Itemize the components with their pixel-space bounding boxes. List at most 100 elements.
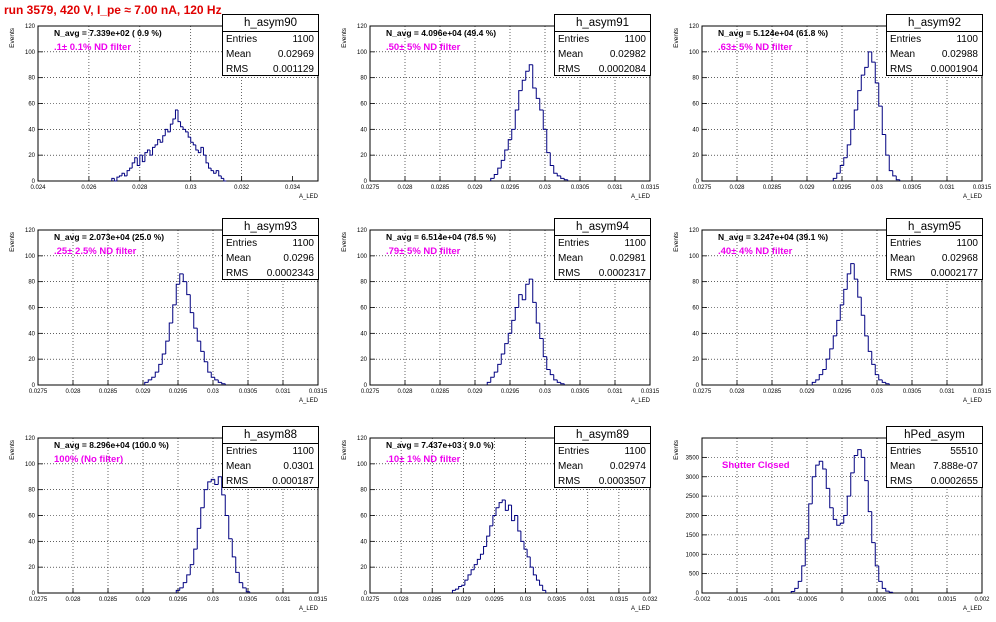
stats-box: h_asym94 Entries 1100 Mean 0.02981 RMS 0.00023… bbox=[554, 218, 651, 280]
histogram-bin bbox=[542, 338, 547, 358]
x-tick-label: 0.031 bbox=[275, 389, 291, 395]
histogram-bin bbox=[224, 494, 229, 516]
histogram-bin bbox=[542, 109, 547, 130]
histogram-bin bbox=[846, 273, 851, 290]
histogram-bin bbox=[131, 162, 135, 169]
y-tick-label: 0 bbox=[32, 179, 36, 185]
histogram-bin bbox=[245, 587, 250, 593]
y-axis-label: Events bbox=[9, 27, 16, 48]
histogram-bin bbox=[507, 139, 512, 150]
x-tick-label: 0.03 bbox=[185, 185, 197, 191]
stats-value-entries: 1100 bbox=[624, 34, 646, 45]
y-tick-label: 100 bbox=[357, 254, 368, 260]
histogram-bin bbox=[885, 134, 890, 156]
stats-row-entries: Entries 1100 bbox=[555, 32, 650, 47]
x-tick-label: 0.0315 bbox=[973, 185, 992, 191]
histogram-bin bbox=[860, 297, 865, 316]
histogram-bin bbox=[483, 546, 487, 555]
x-tick-label: 0.0315 bbox=[309, 389, 328, 395]
x-tick-label: 0.0305 bbox=[547, 597, 566, 603]
histogram-bin bbox=[203, 351, 208, 363]
histogram-bin bbox=[162, 135, 166, 143]
x-tick-label: 0.0285 bbox=[763, 389, 782, 395]
histogram-bin bbox=[187, 131, 191, 138]
histogram-bin bbox=[479, 553, 484, 560]
histogram-bin bbox=[546, 129, 551, 154]
y-axis-label: Events bbox=[673, 27, 680, 48]
histogram-bin bbox=[210, 168, 214, 172]
histogram-bin bbox=[136, 157, 140, 166]
histogram-bin bbox=[461, 584, 465, 587]
stats-row-mean: Mean 7.888e-07 bbox=[887, 459, 982, 474]
histogram-bin bbox=[885, 382, 890, 385]
histogram-bin bbox=[525, 70, 530, 81]
histogram-bin bbox=[168, 322, 173, 342]
histogram-bin bbox=[511, 505, 515, 522]
histogram-bin bbox=[124, 173, 128, 177]
histogram-bin bbox=[514, 515, 518, 521]
stats-label-mean: Mean bbox=[226, 49, 252, 60]
stats-box: h_asym92 Entries 1100 Mean 0.02988 RMS 0.00019… bbox=[886, 14, 983, 76]
x-axis-label: A_LED bbox=[963, 194, 983, 200]
x-tick-label: 0.028 bbox=[65, 597, 81, 603]
histogram-bin bbox=[231, 538, 236, 558]
histogram-bin bbox=[238, 572, 243, 584]
y-tick-label: 80 bbox=[360, 280, 367, 286]
histogram-bin bbox=[197, 150, 201, 154]
histogram-bin bbox=[182, 582, 187, 588]
filter-label: Shutter Closed bbox=[722, 460, 790, 471]
histogram-bin bbox=[549, 152, 554, 166]
histogram-bin bbox=[514, 307, 519, 321]
x-tick-label: 0.0315 bbox=[973, 389, 992, 395]
x-tick-label: 0.0295 bbox=[833, 185, 852, 191]
x-tick-label: 0.03 bbox=[207, 389, 219, 395]
stats-label-rms: RMS bbox=[890, 476, 913, 487]
stats-row-mean: Mean 0.02981 bbox=[555, 251, 650, 266]
histogram-bin bbox=[871, 351, 876, 365]
y-tick-label: 20 bbox=[28, 565, 35, 571]
histogram-bin bbox=[175, 283, 180, 305]
histogram-bin bbox=[526, 549, 531, 558]
histogram-bin bbox=[857, 279, 862, 298]
stats-label-rms: RMS bbox=[890, 268, 913, 279]
filter-label: .40± 4% ND filter bbox=[718, 246, 793, 257]
histogram-bin bbox=[220, 175, 224, 179]
histogram-bin bbox=[560, 382, 565, 385]
histogram-bin bbox=[518, 294, 523, 308]
x-tick-label: 0.0285 bbox=[423, 597, 442, 603]
histogram-bin bbox=[549, 369, 554, 376]
histogram-bin bbox=[511, 128, 516, 140]
histogram-bin bbox=[525, 283, 530, 300]
histogram-bin bbox=[518, 90, 523, 110]
histogram-bin bbox=[455, 588, 459, 591]
histogram-svg: 0.0275 0.028 0.0285 0.029 0.0295 0.03 0.0305 0.… bbox=[341, 436, 658, 612]
histogram-bin bbox=[113, 178, 117, 182]
x-axis-label: A_LED bbox=[631, 194, 651, 200]
stats-value-rms: 0.000187 bbox=[272, 476, 314, 487]
y-tick-label: 80 bbox=[692, 280, 699, 286]
histogram-bin bbox=[881, 106, 886, 135]
histogram-panel: 0.0275 0.028 0.0285 0.029 0.0295 0.03 0.0305 0.… bbox=[664, 14, 994, 200]
y-tick-label: 40 bbox=[360, 331, 367, 337]
y-tick-label: 120 bbox=[689, 24, 700, 30]
stats-value-mean: 0.02982 bbox=[609, 49, 646, 60]
histogram-bin bbox=[871, 51, 876, 63]
x-tick-label: 0.0315 bbox=[610, 597, 629, 603]
y-tick-label: 60 bbox=[360, 306, 367, 312]
histogram-bin bbox=[186, 281, 191, 296]
navg-label: N_avg = 3.247e+04 (39.1 %) bbox=[718, 232, 829, 242]
y-tick-label: 0 bbox=[364, 383, 368, 389]
histogram-bin bbox=[473, 564, 478, 570]
stats-row-mean: Mean 0.0301 bbox=[223, 459, 318, 474]
x-tick-label: 0.0285 bbox=[99, 389, 118, 395]
page-title: run 3579, 420 V, I_pe ≈ 7.00 nA, 120 Hz bbox=[4, 3, 222, 17]
stats-box: h_asym89 Entries 1100 Mean 0.02974 RMS 0.00035… bbox=[554, 426, 651, 488]
histogram-bin bbox=[195, 144, 199, 151]
histogram-bin bbox=[134, 157, 138, 163]
histogram-svg: 0.024 0.026 0.028 0.03 0.032 0.034 0 20 40 60 80 10… bbox=[9, 24, 319, 200]
histogram-bin bbox=[190, 137, 194, 143]
histogram-bin bbox=[205, 155, 209, 164]
histogram-bin bbox=[885, 588, 890, 592]
histogram-bin bbox=[867, 51, 872, 68]
histogram-bin bbox=[836, 519, 841, 526]
